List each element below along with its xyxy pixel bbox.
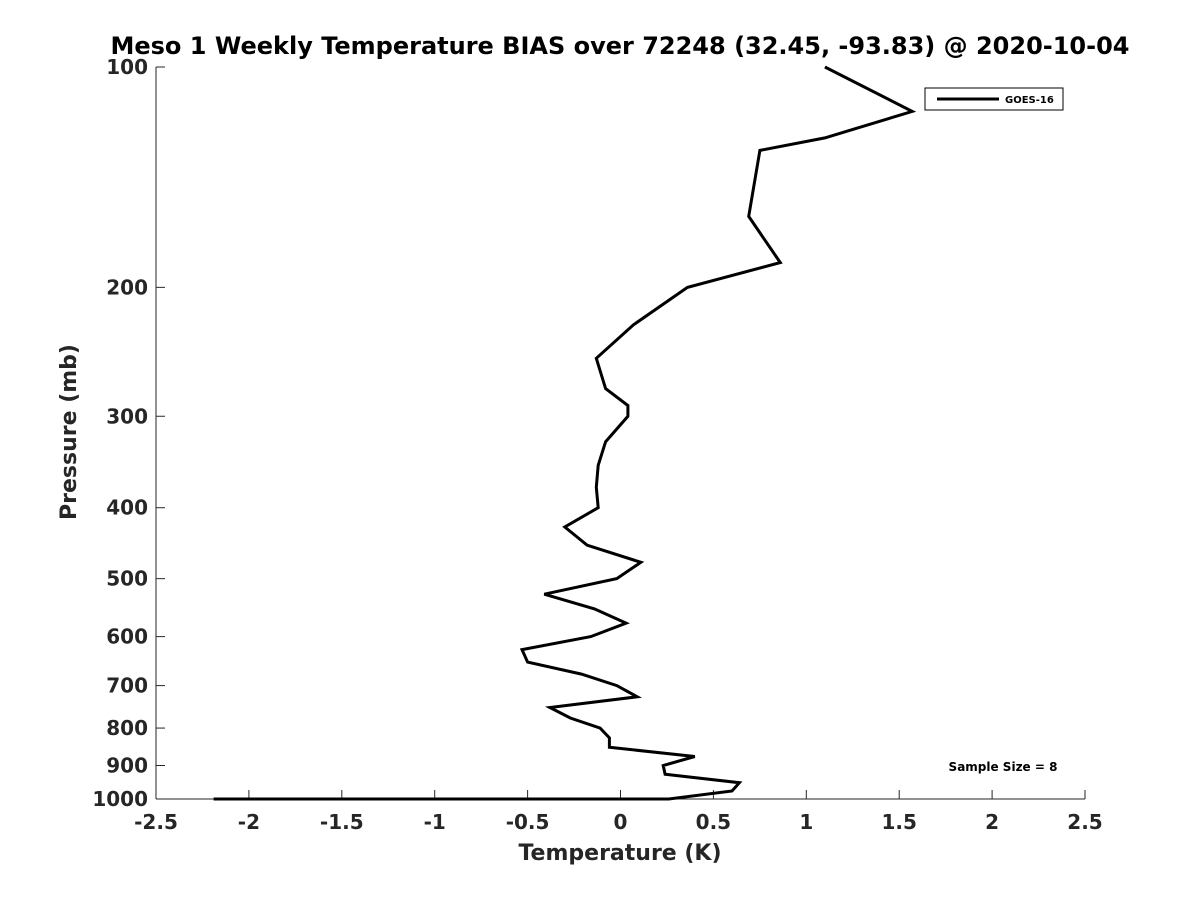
y-tick-label: 800 bbox=[106, 716, 148, 740]
x-axis-label: Temperature (K) bbox=[518, 841, 721, 866]
x-tick-label: -1.5 bbox=[320, 810, 364, 834]
y-axis: 100 200 300 400 500 600 700 800 900 1000 bbox=[92, 55, 165, 811]
y-tick-label: 500 bbox=[106, 567, 148, 591]
y-tick-label: 600 bbox=[106, 625, 148, 649]
sample-size-annotation: Sample Size = 8 bbox=[949, 760, 1058, 774]
x-tick-label: 2.5 bbox=[1067, 810, 1102, 834]
y-tick-label: 700 bbox=[106, 674, 148, 698]
y-axis-label: Pressure (mb) bbox=[57, 344, 82, 520]
y-tick-label: 400 bbox=[106, 496, 148, 520]
series-line bbox=[213, 65, 917, 801]
y-tick-label: 900 bbox=[106, 754, 148, 778]
chart-title: Meso 1 Weekly Temperature BIAS over 7224… bbox=[110, 32, 1129, 60]
legend: GOES-16 bbox=[924, 87, 1064, 111]
y-tick-label: 200 bbox=[106, 275, 148, 299]
x-tick-label: 1 bbox=[799, 810, 813, 834]
y-tick-label: 100 bbox=[106, 55, 148, 79]
x-tick-label: 0.5 bbox=[696, 810, 731, 834]
x-axis: -2.5 -2 -1.5 -1 -0.5 0 0.5 1 1.5 2 2.5 bbox=[134, 790, 1103, 834]
legend-label: GOES-16 bbox=[1005, 95, 1054, 106]
x-tick-label: -2 bbox=[238, 810, 260, 834]
x-tick-label: -2.5 bbox=[134, 810, 178, 834]
x-tick-label: 2 bbox=[985, 810, 999, 834]
x-tick-label: 1.5 bbox=[881, 810, 916, 834]
x-tick-label: -1 bbox=[424, 810, 446, 834]
plot-area bbox=[213, 65, 917, 801]
y-tick-label: 300 bbox=[106, 404, 148, 428]
y-tick-label: 1000 bbox=[92, 787, 148, 811]
x-tick-label: 0 bbox=[614, 810, 628, 834]
x-tick-label: -0.5 bbox=[506, 810, 550, 834]
